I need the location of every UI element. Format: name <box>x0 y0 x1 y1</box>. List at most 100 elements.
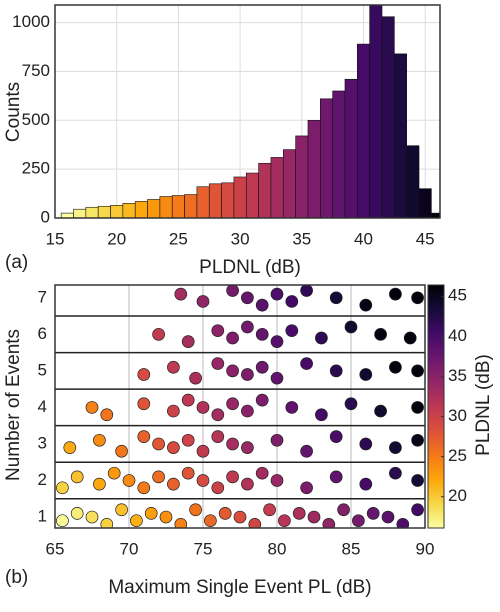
point <box>359 368 373 381</box>
colorbar-tick-label: 25 <box>448 446 467 465</box>
x-tick-label: 75 <box>194 539 213 558</box>
point <box>292 507 306 520</box>
point <box>381 510 395 524</box>
x-tick-label: 40 <box>354 229 373 248</box>
point <box>300 481 313 495</box>
point <box>137 397 151 411</box>
bar <box>369 4 383 219</box>
point <box>344 397 358 411</box>
point <box>389 466 402 480</box>
point <box>144 507 158 520</box>
bar <box>394 53 407 219</box>
point <box>211 408 225 422</box>
point <box>344 320 358 334</box>
point <box>241 441 254 454</box>
plot-area <box>55 285 425 528</box>
point <box>322 517 336 528</box>
point <box>211 357 225 370</box>
point <box>70 507 84 520</box>
point <box>93 477 106 491</box>
y-tick-label: 7 <box>38 287 47 306</box>
point <box>196 295 210 308</box>
x-tick-label: 65 <box>46 539 65 558</box>
point <box>226 437 239 451</box>
point <box>270 287 284 301</box>
point <box>167 441 180 454</box>
point <box>196 474 210 487</box>
bar <box>159 196 173 219</box>
point <box>70 470 84 484</box>
bar <box>208 183 222 219</box>
point <box>307 510 321 524</box>
bar <box>196 186 210 219</box>
colorbar-tick-label: 40 <box>448 326 467 345</box>
colorbar-tick-label: 45 <box>448 286 467 305</box>
y-tick-label: 3 <box>38 433 47 452</box>
point <box>241 320 254 334</box>
point <box>56 514 69 528</box>
point <box>255 466 269 480</box>
point <box>411 433 424 447</box>
point <box>211 430 225 443</box>
point <box>359 437 373 451</box>
point <box>285 324 299 338</box>
bar <box>381 16 395 219</box>
point <box>389 287 402 301</box>
colorbar-label: PLDNL (dB) <box>473 354 494 456</box>
point <box>248 517 262 528</box>
bar <box>110 204 124 219</box>
bar <box>134 201 148 219</box>
point <box>300 357 313 370</box>
point <box>137 430 151 443</box>
x-tick-label: 20 <box>107 229 126 248</box>
point <box>285 295 299 308</box>
point <box>152 437 165 451</box>
point <box>226 331 239 345</box>
point <box>115 503 128 517</box>
bar <box>307 119 321 219</box>
colorbar-tick-label: 30 <box>448 406 467 425</box>
point <box>167 477 180 491</box>
point <box>204 514 217 528</box>
point <box>396 517 410 528</box>
y-axis-label: Counts <box>3 82 24 142</box>
bar <box>147 199 161 219</box>
y-tick-label: 0 <box>41 207 50 226</box>
y-tick-label: 1000 <box>12 12 50 31</box>
bar <box>122 203 136 219</box>
point <box>241 291 254 305</box>
point <box>122 474 136 487</box>
point <box>85 510 99 524</box>
point <box>285 401 299 414</box>
point <box>85 401 99 414</box>
point <box>181 466 195 480</box>
point <box>389 441 402 454</box>
bar <box>320 98 333 219</box>
point <box>300 285 313 297</box>
point <box>63 441 77 454</box>
point <box>329 470 343 484</box>
bar <box>233 176 247 219</box>
colorbar-tick-label: 20 <box>448 486 467 505</box>
bar <box>270 157 284 219</box>
point <box>211 481 225 495</box>
point <box>359 298 373 312</box>
point <box>115 444 128 458</box>
x-tick-label: 35 <box>292 229 311 248</box>
point <box>226 470 239 484</box>
x-axis-label: PLDNL (dB) <box>199 257 301 278</box>
point <box>130 514 143 528</box>
point <box>300 444 313 458</box>
x-axis-label: Maximum Single Event PL (dB) <box>108 577 371 598</box>
x-tick-label: 85 <box>342 539 361 558</box>
point <box>411 503 424 517</box>
y-tick-label: 500 <box>22 110 50 129</box>
point <box>366 507 380 520</box>
point <box>93 433 106 447</box>
bar <box>245 172 259 219</box>
point <box>270 474 284 487</box>
plot-frame <box>54 284 426 529</box>
point <box>329 364 343 378</box>
x-tick-label: 30 <box>231 229 250 248</box>
point <box>241 368 254 381</box>
